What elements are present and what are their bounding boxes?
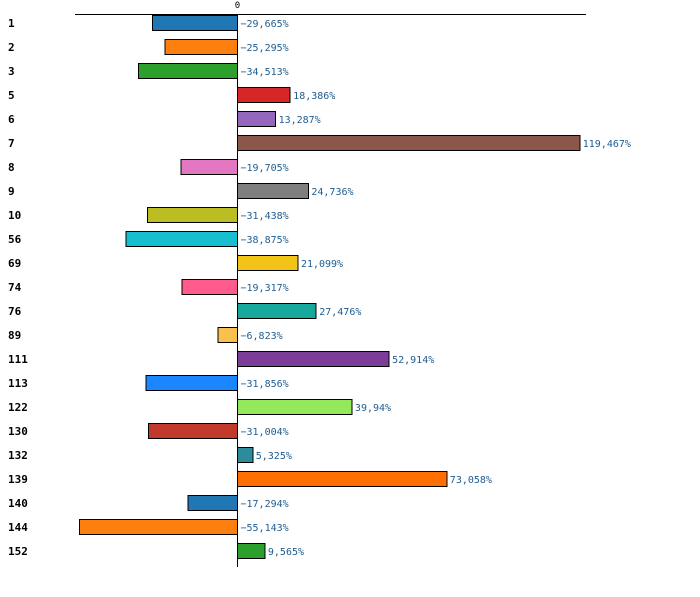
category-label: 74 [8, 281, 22, 294]
value-label: −31,856% [241, 379, 289, 390]
bar-130 [148, 423, 238, 439]
value-label: 13,287% [279, 115, 321, 126]
category-label: 152 [8, 545, 28, 558]
category-label: 3 [8, 65, 15, 78]
value-label: 52,914% [392, 355, 434, 366]
bar-113 [145, 375, 238, 391]
bar-139 [237, 471, 448, 487]
bar-6 [237, 111, 277, 127]
value-label: −29,665% [241, 19, 289, 30]
bar-8 [180, 159, 239, 175]
value-label: −55,143% [241, 523, 289, 534]
bar-9 [237, 183, 309, 199]
value-label: −34,513% [241, 67, 289, 78]
category-label: 140 [8, 497, 28, 510]
zero-tick-label: 0 [235, 1, 240, 11]
bar-132 [237, 447, 254, 463]
category-label: 9 [8, 185, 15, 198]
value-label: −19,705% [241, 163, 289, 174]
bar-76 [237, 303, 317, 319]
category-label: 89 [8, 329, 21, 342]
category-label: 6 [8, 113, 15, 126]
bars-layer: 1 −29,665% 2 −25,295% 3 −34,513% 5 18,386% 6 13,2… [8, 15, 631, 559]
value-label: −31,004% [241, 427, 289, 438]
category-label: 139 [8, 473, 28, 486]
bar-140 [187, 495, 238, 511]
category-label: 2 [8, 41, 15, 54]
value-label: 9,565% [268, 547, 304, 558]
value-label: 24,736% [311, 187, 353, 198]
bar-5 [237, 87, 291, 103]
value-label: 119,467% [583, 139, 631, 150]
bar-2 [164, 39, 238, 55]
value-label: 21,099% [301, 259, 343, 270]
category-label: 56 [8, 233, 22, 246]
bar-10 [146, 207, 238, 223]
bar-89 [217, 327, 238, 343]
category-label: 8 [8, 161, 15, 174]
category-label: 10 [8, 209, 21, 222]
value-label: 5,325% [256, 451, 292, 462]
bar-111 [237, 351, 390, 367]
bar-152 [237, 543, 266, 559]
bar-56 [125, 231, 238, 247]
category-label: 76 [8, 305, 22, 318]
value-label: −6,823% [241, 331, 283, 342]
bar-1 [152, 15, 238, 31]
category-label: 144 [8, 521, 28, 534]
value-label: 73,058% [450, 475, 492, 486]
bar-69 [237, 255, 299, 271]
category-label: 5 [8, 89, 15, 102]
value-label: −25,295% [241, 43, 289, 54]
category-label: 130 [8, 425, 28, 438]
category-label: 122 [8, 401, 28, 414]
value-label: 27,476% [319, 307, 361, 318]
bar-7 [237, 135, 581, 151]
category-label: 113 [8, 377, 28, 390]
value-label: −31,438% [241, 211, 289, 222]
bar-74 [181, 279, 239, 295]
value-label: −17,294% [241, 499, 289, 510]
bar-122 [237, 399, 353, 415]
category-label: 69 [8, 257, 21, 270]
value-label: −38,875% [241, 235, 289, 246]
bar-3 [138, 63, 238, 79]
value-label: 39,94% [355, 403, 391, 414]
category-label: 7 [8, 137, 15, 150]
category-label: 1 [8, 17, 15, 30]
value-label: 18,386% [293, 91, 335, 102]
value-label: −19,317% [241, 283, 289, 294]
bar-144 [79, 519, 238, 535]
category-label: 111 [8, 353, 28, 366]
category-label: 132 [8, 449, 28, 462]
